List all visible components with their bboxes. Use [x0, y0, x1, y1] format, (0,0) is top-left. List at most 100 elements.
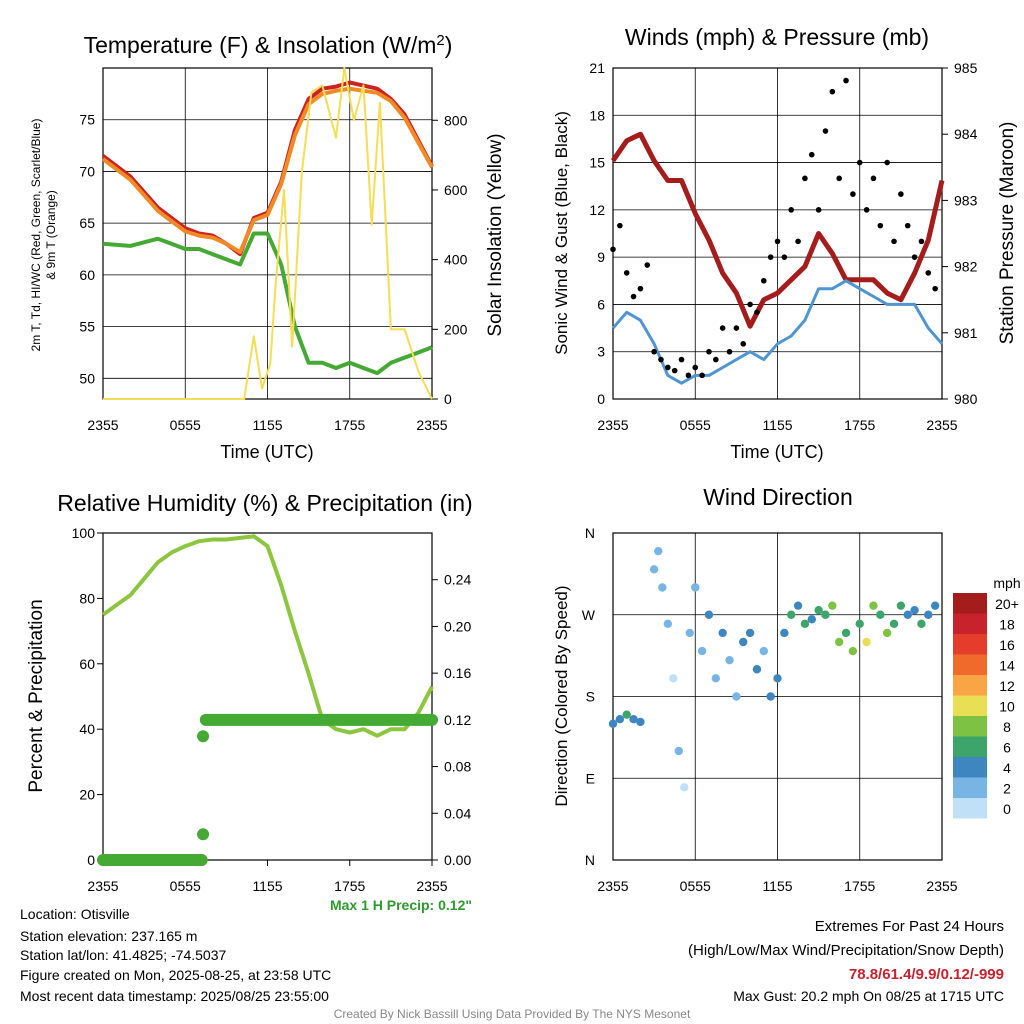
- y-tick-label: 0: [87, 852, 95, 868]
- gust-point: [870, 175, 877, 182]
- x-tick-label: 1155: [252, 878, 282, 894]
- x-tick-label: 2355: [87, 417, 118, 433]
- gust-point: [713, 356, 719, 363]
- series-line-td: [102, 231, 433, 376]
- y-tick-label: 18: [589, 107, 605, 123]
- gust-point: [795, 238, 801, 245]
- legend-swatch: [953, 798, 987, 819]
- gust-point: [815, 207, 822, 213]
- legend-label: 2: [1003, 781, 1011, 797]
- y-right-tick-label: 982: [954, 259, 978, 275]
- gust-point: [706, 348, 712, 355]
- x-tick-label: 1755: [844, 417, 875, 433]
- y-tick-label: 6: [597, 296, 605, 312]
- y-right-tick-label: 985: [954, 60, 978, 76]
- extremes-values: 78.8/61.4/9.9/0.12/-999: [848, 966, 1004, 983]
- direction-point: [807, 615, 816, 624]
- y-tick-label: 60: [79, 267, 95, 283]
- y-right-tick-label: 0.08: [444, 759, 471, 775]
- y-right-tick-label: 0.04: [444, 805, 471, 821]
- gust-point: [884, 159, 890, 166]
- gust-point: [699, 372, 705, 379]
- legend-swatch: [953, 777, 987, 798]
- x-tick-label: 2355: [416, 417, 447, 433]
- gust-point: [658, 356, 664, 363]
- y-tick-label: 80: [79, 590, 95, 606]
- gust-point: [891, 238, 897, 245]
- y-axis-label-line2: & 9m T (Orange): [44, 190, 58, 280]
- direction-point: [814, 606, 823, 615]
- direction-point: [752, 665, 762, 674]
- y-right-tick-label: 980: [954, 391, 978, 407]
- series-line-solar-insolation: [103, 67, 433, 400]
- direction-point: [793, 601, 803, 610]
- direction-point: [691, 583, 700, 592]
- direction-point: [704, 610, 714, 619]
- gust-point: [685, 372, 692, 379]
- x-tick-label: 2355: [597, 417, 628, 433]
- legend-swatch: [953, 613, 987, 634]
- gust-point: [932, 285, 938, 292]
- y-right-tick-label: 0: [444, 391, 452, 407]
- direction-point: [889, 619, 899, 629]
- y-right-tick-label: 981: [954, 325, 978, 341]
- direction-point: [680, 783, 689, 792]
- x-tick-label: 1155: [762, 878, 792, 894]
- direction-point: [725, 655, 734, 665]
- gust-point: [651, 348, 657, 355]
- y-right-tick-label: 600: [444, 182, 468, 198]
- y-tick-label: 65: [79, 215, 95, 231]
- direction-point: [663, 619, 673, 629]
- direction-point: [685, 628, 694, 638]
- direction-point: [862, 637, 871, 647]
- direction-point: [910, 606, 919, 615]
- chart-title: Temperature (F) & Insolation (W/m2): [84, 32, 453, 59]
- legend-swatch: [953, 593, 987, 614]
- direction-point: [622, 710, 631, 719]
- elevation-text: Station elevation: 237.165 m: [20, 928, 198, 944]
- legend-swatch: [953, 695, 987, 716]
- direction-point: [636, 717, 645, 727]
- gust-point: [808, 151, 815, 158]
- gust-point: [850, 191, 856, 197]
- plot-frame-2: [102, 532, 433, 861]
- direction-point: [697, 646, 707, 656]
- y-tick-label: 50: [79, 370, 95, 386]
- gust-point: [726, 348, 733, 355]
- x-tick-label: 2355: [597, 878, 628, 894]
- legend-label: 4: [1003, 760, 1011, 776]
- x-tick-label: 2355: [416, 878, 447, 894]
- series-line-station-pressure: [610, 131, 945, 329]
- y-tick-label: 70: [79, 163, 95, 179]
- credit-text: Created By Nick Bassill Using Data Provi…: [333, 1007, 691, 1021]
- x-tick-label: 2355: [926, 417, 957, 433]
- x-tick-label: 0555: [680, 878, 711, 894]
- direction-point: [766, 692, 775, 701]
- gust-point: [637, 285, 644, 292]
- x-tick-label: 1155: [762, 417, 792, 433]
- y-tick-label: 55: [79, 319, 95, 335]
- legend-swatch: [953, 736, 987, 757]
- direction-point: [917, 619, 926, 629]
- y-tick-label: 60: [79, 656, 95, 672]
- direction-point: [903, 610, 912, 619]
- gust-point: [610, 246, 616, 253]
- legend-label: 6: [1003, 740, 1011, 756]
- legend-label: 16: [999, 637, 1015, 653]
- y-right-tick-label: 800: [444, 112, 468, 128]
- gust-point: [822, 128, 829, 134]
- gust-point: [740, 341, 747, 347]
- x-tick-label: 1755: [334, 878, 365, 894]
- x-tick-label: 2355: [926, 878, 957, 894]
- x-axis-label: Time (UTC): [220, 442, 313, 462]
- gust-point: [877, 222, 884, 229]
- legend-label: 0: [1003, 801, 1011, 817]
- direction-point: [848, 646, 858, 656]
- legend-swatch: [953, 634, 987, 655]
- x-tick-label: 1755: [844, 878, 875, 894]
- y-tick-label: E: [586, 770, 595, 786]
- direction-point: [608, 719, 618, 728]
- direction-point: [841, 628, 851, 638]
- chart-title: Winds (mph) & Pressure (mb): [625, 24, 929, 50]
